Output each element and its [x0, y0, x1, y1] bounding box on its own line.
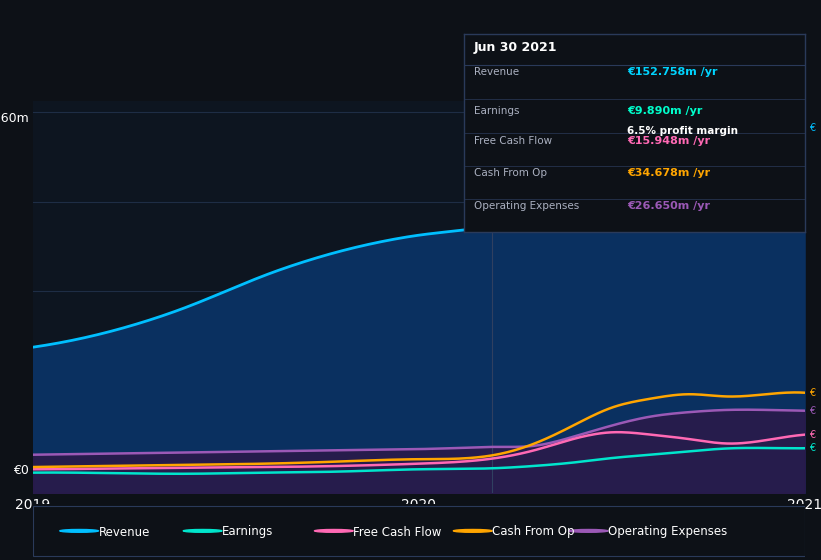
Text: Revenue: Revenue — [99, 525, 149, 539]
Text: €15.948m /yr: €15.948m /yr — [627, 136, 710, 146]
Text: €: € — [809, 444, 815, 453]
Text: €: € — [809, 430, 815, 440]
Text: €9.890m /yr: €9.890m /yr — [627, 106, 703, 116]
Text: Jun 30 2021: Jun 30 2021 — [474, 41, 557, 54]
Text: €26.650m /yr: €26.650m /yr — [627, 200, 710, 211]
Bar — [492, 101, 805, 493]
Text: €: € — [809, 123, 815, 133]
Text: Cash From Op: Cash From Op — [474, 168, 547, 178]
Text: Revenue: Revenue — [474, 67, 519, 77]
Text: €160m: €160m — [0, 112, 29, 125]
Text: €34.678m /yr: €34.678m /yr — [627, 168, 710, 178]
Text: Earnings: Earnings — [222, 525, 273, 539]
Text: Operating Expenses: Operating Expenses — [474, 200, 580, 211]
Text: €152.758m /yr: €152.758m /yr — [627, 67, 718, 77]
Circle shape — [183, 530, 222, 532]
Text: €: € — [809, 388, 815, 398]
Circle shape — [569, 530, 608, 532]
Circle shape — [60, 530, 99, 532]
Text: 6.5% profit margin: 6.5% profit margin — [627, 126, 738, 136]
Text: €0: €0 — [13, 464, 29, 477]
Bar — [33, 506, 805, 556]
Circle shape — [314, 530, 353, 532]
Text: Free Cash Flow: Free Cash Flow — [353, 525, 442, 539]
Text: Operating Expenses: Operating Expenses — [608, 525, 727, 539]
Text: Earnings: Earnings — [474, 106, 520, 116]
Circle shape — [453, 530, 492, 532]
Text: Free Cash Flow: Free Cash Flow — [474, 136, 553, 146]
Text: Cash From Op: Cash From Op — [492, 525, 575, 539]
Text: €: € — [809, 405, 815, 416]
